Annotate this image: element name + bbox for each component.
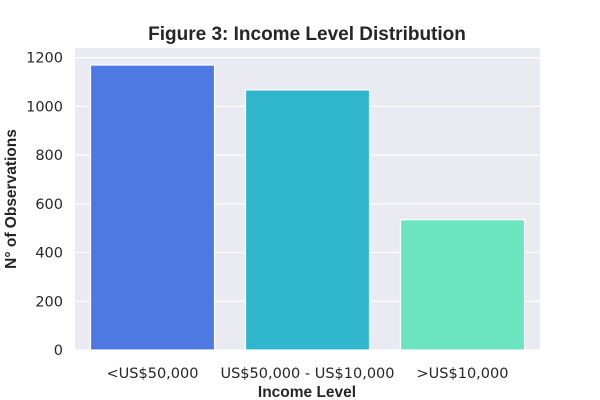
x-tick-label: <US$50,000 bbox=[107, 366, 199, 382]
bars bbox=[89, 64, 526, 351]
y-tick-label: 600 bbox=[35, 197, 63, 213]
chart-title: Figure 3: Income Level Distribution bbox=[148, 24, 466, 45]
y-axis-label: N° of Observations bbox=[3, 129, 20, 269]
bar bbox=[399, 219, 526, 351]
y-tick-label: 0 bbox=[54, 343, 63, 359]
y-tick-label: 400 bbox=[35, 246, 63, 262]
x-axis-label: Income Level bbox=[258, 384, 356, 400]
x-tick-label: US$50,000 - US$10,000 bbox=[220, 366, 394, 382]
y-tick-label: 1000 bbox=[26, 99, 63, 115]
y-tick-labels: 0 200 400 600 800 1000 1200 bbox=[26, 51, 63, 359]
x-tick-labels: <US$50,000 US$50,000 - US$10,000 >US$10,00… bbox=[107, 366, 509, 382]
bar bbox=[244, 89, 371, 351]
y-tick-label: 200 bbox=[35, 294, 63, 310]
y-tick-label: 1200 bbox=[26, 51, 63, 67]
y-tick-label: 800 bbox=[35, 148, 63, 164]
x-tick-label: >US$10,000 bbox=[417, 366, 509, 382]
bar bbox=[89, 64, 216, 351]
